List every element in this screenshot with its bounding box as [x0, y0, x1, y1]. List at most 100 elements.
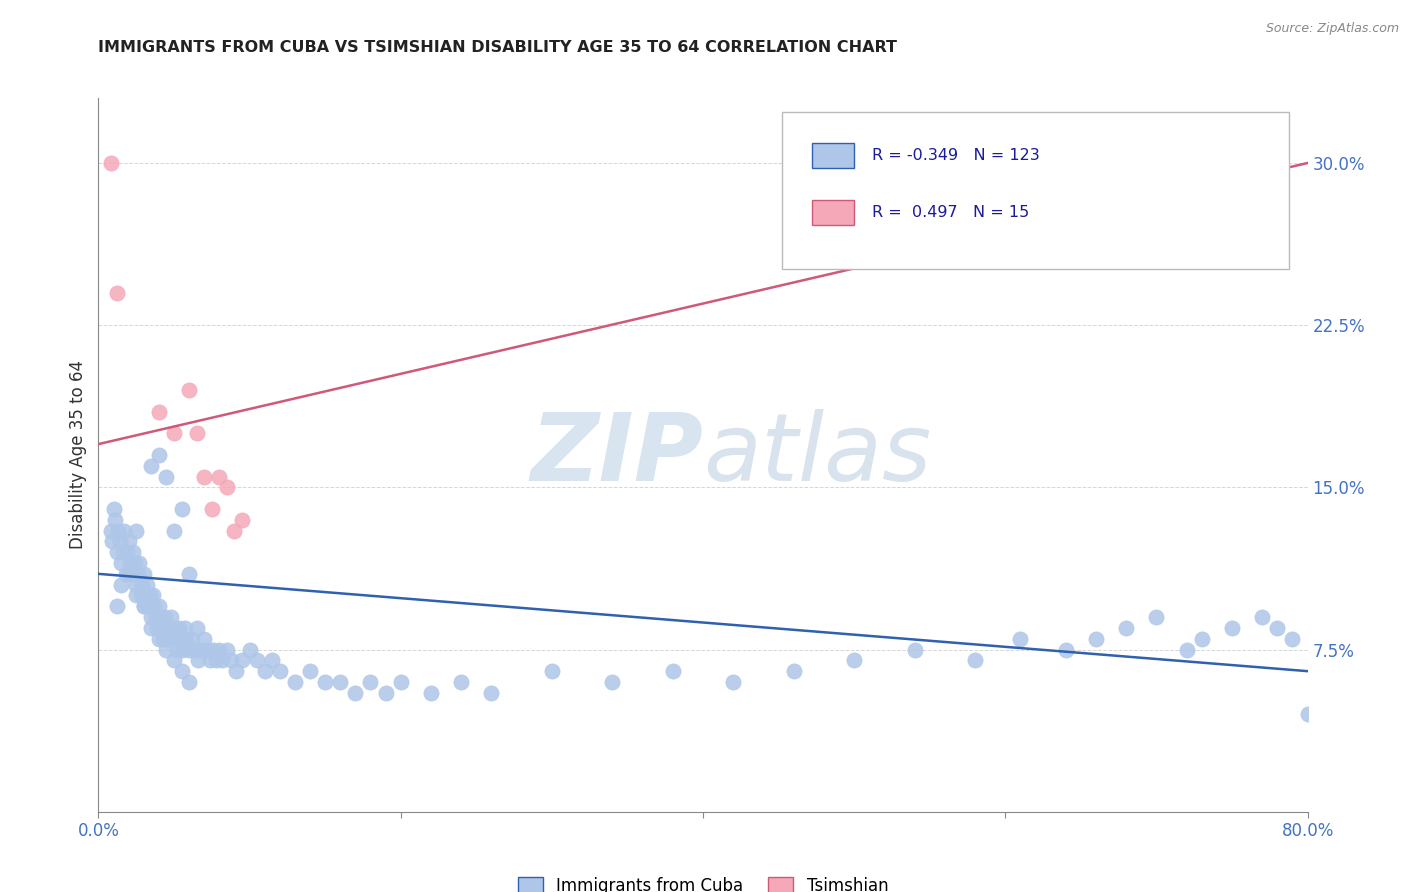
- Point: [141, 621, 163, 635]
- Point: [224, 524, 246, 538]
- Point: [115, 545, 138, 559]
- Point: [205, 653, 228, 667]
- Text: ZIP: ZIP: [530, 409, 703, 501]
- Point: [1220, 621, 1243, 635]
- Point: [1054, 642, 1077, 657]
- Point: [344, 686, 367, 700]
- Point: [211, 653, 233, 667]
- Point: [103, 502, 125, 516]
- Point: [262, 653, 284, 667]
- Point: [141, 458, 163, 473]
- Point: [193, 469, 215, 483]
- Point: [139, 589, 162, 603]
- Point: [190, 642, 212, 657]
- Point: [1144, 610, 1167, 624]
- Point: [246, 653, 269, 667]
- Point: [215, 642, 238, 657]
- Point: [131, 577, 153, 591]
- Point: [1281, 632, 1303, 646]
- Point: [174, 632, 197, 646]
- Point: [419, 686, 441, 700]
- Point: [167, 621, 190, 635]
- Point: [125, 589, 148, 603]
- Point: [314, 675, 336, 690]
- Point: [1130, 178, 1153, 192]
- Point: [1010, 632, 1032, 646]
- Point: [155, 642, 177, 657]
- Point: [1160, 199, 1182, 213]
- Point: [148, 448, 170, 462]
- Point: [162, 632, 184, 646]
- Point: [239, 642, 262, 657]
- Point: [170, 664, 193, 678]
- Y-axis label: Disability Age 35 to 64: Disability Age 35 to 64: [69, 360, 87, 549]
- Point: [231, 513, 253, 527]
- Point: [105, 545, 128, 559]
- Point: [193, 632, 215, 646]
- FancyBboxPatch shape: [782, 112, 1289, 269]
- Point: [155, 621, 177, 635]
- Point: [132, 566, 155, 581]
- Point: [165, 632, 187, 646]
- Point: [149, 610, 172, 624]
- Point: [215, 480, 238, 494]
- Point: [202, 642, 225, 657]
- Point: [661, 664, 683, 678]
- Point: [150, 621, 173, 635]
- Point: [143, 599, 166, 614]
- Point: [208, 642, 231, 657]
- Point: [602, 675, 624, 690]
- Point: [1175, 642, 1198, 657]
- Point: [163, 524, 186, 538]
- Point: [110, 577, 132, 591]
- Point: [159, 621, 181, 635]
- Point: [125, 524, 148, 538]
- Point: [782, 664, 804, 678]
- Point: [136, 599, 159, 614]
- Point: [177, 642, 201, 657]
- Point: [186, 426, 208, 441]
- Point: [208, 469, 231, 483]
- Point: [172, 632, 194, 646]
- Point: [1115, 621, 1137, 635]
- Point: [111, 545, 134, 559]
- Point: [155, 469, 177, 483]
- Point: [450, 675, 472, 690]
- Point: [177, 383, 201, 397]
- FancyBboxPatch shape: [811, 200, 855, 225]
- Point: [374, 686, 396, 700]
- Point: [186, 621, 208, 635]
- Point: [1296, 707, 1319, 722]
- Point: [389, 675, 412, 690]
- Point: [146, 621, 169, 635]
- Text: R =  0.497   N = 15: R = 0.497 N = 15: [872, 205, 1029, 219]
- Point: [104, 513, 127, 527]
- Point: [108, 534, 131, 549]
- Point: [195, 642, 218, 657]
- Point: [163, 426, 186, 441]
- Point: [153, 610, 176, 624]
- Point: [299, 664, 322, 678]
- Point: [200, 653, 222, 667]
- Point: [173, 621, 195, 635]
- Text: IMMIGRANTS FROM CUBA VS TSIMSHIAN DISABILITY AGE 35 TO 64 CORRELATION CHART: IMMIGRANTS FROM CUBA VS TSIMSHIAN DISABI…: [98, 40, 897, 55]
- Point: [128, 556, 150, 570]
- Point: [129, 589, 152, 603]
- Point: [166, 642, 188, 657]
- Point: [121, 566, 143, 581]
- Point: [105, 285, 128, 300]
- Point: [100, 156, 122, 170]
- Point: [122, 545, 145, 559]
- Point: [187, 653, 209, 667]
- Legend: Immigrants from Cuba, Tsimshian: Immigrants from Cuba, Tsimshian: [512, 870, 894, 892]
- Text: Source: ZipAtlas.com: Source: ZipAtlas.com: [1265, 22, 1399, 36]
- Point: [132, 599, 155, 614]
- Point: [110, 556, 132, 570]
- Point: [1085, 632, 1108, 646]
- Point: [965, 653, 987, 667]
- Point: [1191, 632, 1213, 646]
- Point: [148, 405, 170, 419]
- Point: [156, 632, 179, 646]
- Point: [124, 556, 146, 570]
- Point: [120, 556, 142, 570]
